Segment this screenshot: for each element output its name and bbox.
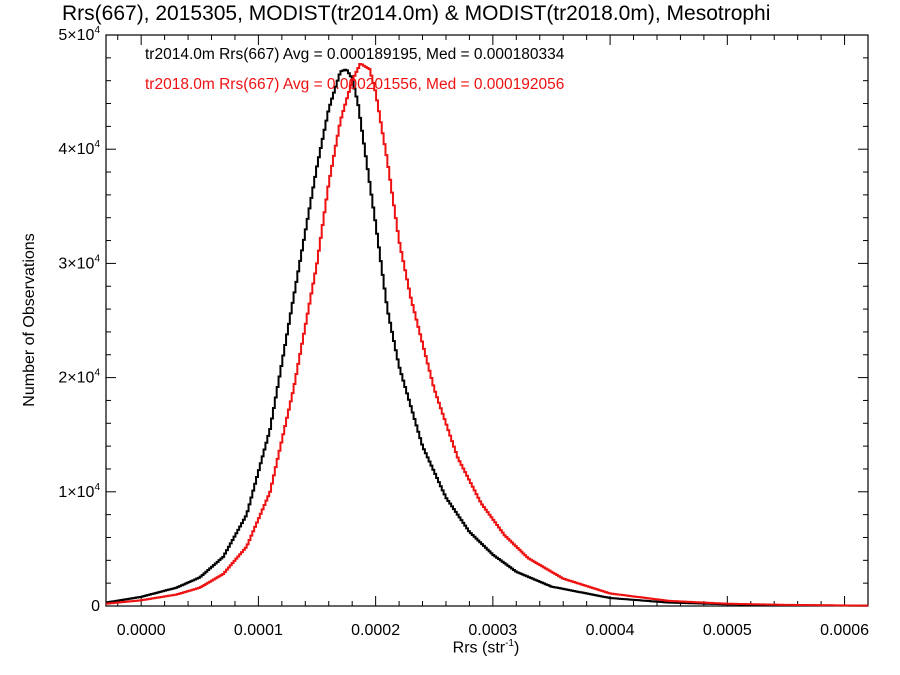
- x-tick-label: 0.0006: [820, 622, 869, 639]
- x-axis-label-exponent: -1: [505, 638, 515, 649]
- x-tick-label: 0.0003: [468, 622, 517, 639]
- y-tick-label: 1×104: [58, 482, 100, 501]
- x-tick-label: 0.0001: [234, 622, 283, 639]
- legend-entry-tr2014: tr2014.0m Rrs(667) Avg = 0.000189195, Me…: [145, 46, 565, 63]
- series-line-tr2018: [106, 63, 869, 607]
- y-tick-label: 3×104: [58, 253, 100, 272]
- x-axis-label: Rrs (str-1): [453, 638, 520, 657]
- legend-entry-tr2018: tr2018.0m Rrs(667) Avg = 0.000201556, Me…: [145, 76, 565, 93]
- x-tick-label: 0.0005: [703, 622, 752, 639]
- y-tick-label: 4×104: [58, 139, 100, 158]
- x-axis-label-base: Rrs (str: [452, 639, 506, 657]
- x-tick-label: 0.0004: [586, 622, 635, 639]
- x-axis-label-close: ): [514, 639, 520, 657]
- y-axis-label: Number of Observations: [21, 233, 38, 407]
- y-tick-label: 5×104: [58, 25, 100, 44]
- series-line-tr2014: [106, 68, 869, 607]
- x-tick-label: 0.0002: [351, 622, 400, 639]
- chart-title: Rrs(667), 2015305, MODIST(tr2014.0m) & M…: [62, 2, 771, 25]
- plot-frame: [105, 34, 869, 607]
- x-tick-label: 0.0000: [117, 622, 166, 639]
- y-tick-label: 2×104: [58, 368, 100, 387]
- y-tick-label: 0: [91, 598, 100, 615]
